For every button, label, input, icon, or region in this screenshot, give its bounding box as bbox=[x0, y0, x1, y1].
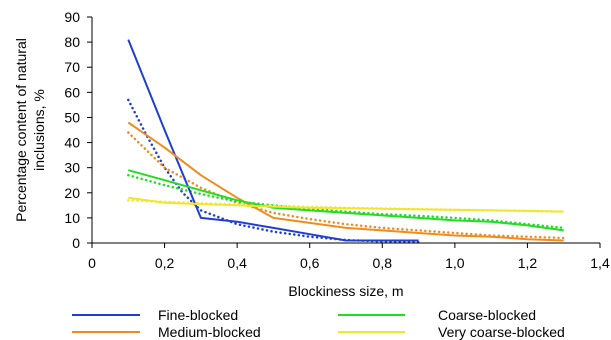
legend: Fine-blocked Coarse-blocked Medium-block… bbox=[72, 307, 565, 340]
y-axis-title-line-2: inclusions, % bbox=[31, 89, 47, 171]
legend-label: Fine-blocked bbox=[158, 307, 238, 323]
x-tick-label: 1,0 bbox=[445, 255, 465, 271]
x-tick-label: 0,6 bbox=[300, 255, 320, 271]
series-line-trend-dotted bbox=[127, 131, 565, 240]
y-tick-label: 80 bbox=[64, 34, 80, 50]
series-line-trend-dotted bbox=[127, 173, 565, 230]
x-tick-label: 1,4 bbox=[590, 255, 610, 271]
x-tick-label: 0,8 bbox=[373, 255, 393, 271]
series-line-trend-dotted bbox=[127, 98, 420, 244]
x-tick-label: 0 bbox=[88, 255, 96, 271]
legend-label: Coarse-blocked bbox=[438, 307, 536, 323]
y-tick-label: 20 bbox=[64, 185, 80, 201]
x-tick-label: 0,2 bbox=[155, 255, 175, 271]
y-tick-label: 90 bbox=[64, 9, 80, 25]
x-tick-label: 1,2 bbox=[518, 255, 538, 271]
y-tick-label: 60 bbox=[64, 84, 80, 100]
legend-item-very-coarse-blocked: Very coarse-blocked bbox=[338, 324, 565, 340]
y-tick-label: 10 bbox=[64, 210, 80, 226]
series-line-medium-blocked bbox=[127, 121, 564, 242]
x-tick-label: 0,4 bbox=[227, 255, 247, 271]
y-tick-label: 0 bbox=[72, 235, 80, 251]
legend-label: Medium-blocked bbox=[158, 324, 261, 340]
y-tick-label: 50 bbox=[64, 109, 80, 125]
plot-series-group bbox=[127, 39, 565, 244]
y-tick-label: 30 bbox=[64, 160, 80, 176]
axes-group bbox=[91, 17, 600, 244]
x-tick-group: 0 0,2 0,4 0,6 0,8 1,0 1,2 1,4 bbox=[88, 243, 610, 271]
legend-item-medium-blocked: Medium-blocked bbox=[72, 324, 261, 340]
series-line-very-coarse-blocked bbox=[128, 196, 564, 213]
y-tick-group: 0 10 20 30 40 50 60 70 80 90 bbox=[64, 9, 92, 251]
legend-item-fine-blocked: Fine-blocked bbox=[72, 307, 238, 323]
x-axis-title: Blockiness size, m bbox=[288, 283, 403, 299]
y-tick-label: 40 bbox=[64, 135, 80, 151]
legend-item-coarse-blocked: Coarse-blocked bbox=[338, 307, 536, 323]
legend-label: Very coarse-blocked bbox=[438, 324, 565, 340]
y-axis-title-line-1: Percentage content of natural bbox=[13, 38, 29, 222]
series-line-fine-blocked bbox=[127, 39, 419, 242]
series-line-coarse-blocked bbox=[128, 169, 564, 232]
y-tick-label: 70 bbox=[64, 59, 80, 75]
